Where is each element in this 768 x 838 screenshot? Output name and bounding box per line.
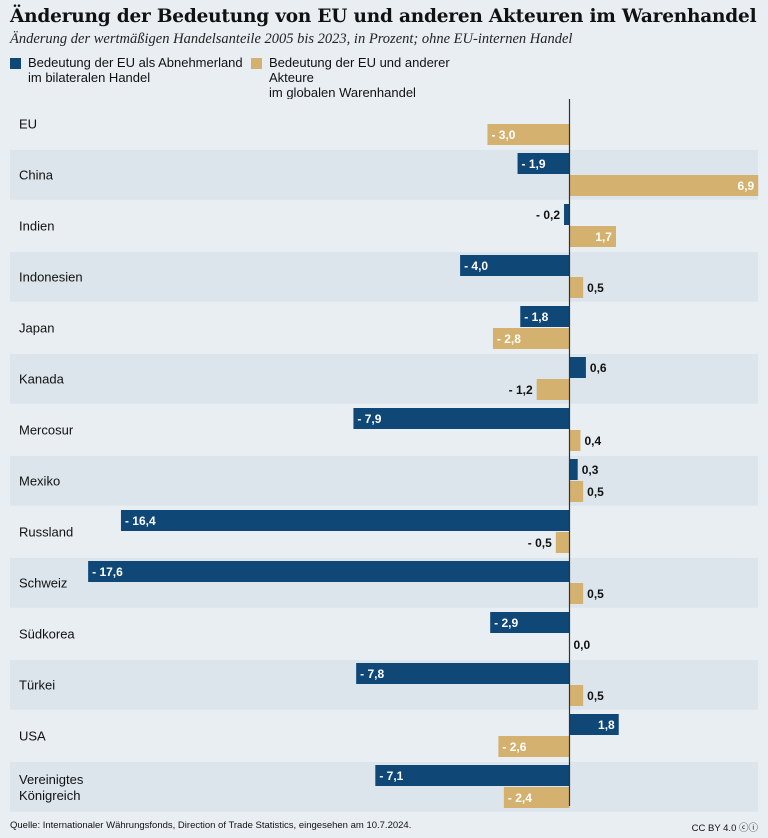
data-label-global-indien: 1,7 [595, 230, 612, 244]
legend-item-bilateral: Bedeutung der EU als Abnehmerland im bil… [10, 55, 250, 85]
row-band-indonesien [10, 252, 758, 302]
bar-bilateral-türkei [356, 663, 570, 684]
legend-label-global-line2: im globalen Warenhandel [269, 85, 416, 100]
legend-swatch-bilateral [10, 58, 21, 69]
row-band-indien [10, 201, 758, 251]
data-label-bilateral-mercosur: - 7,9 [357, 412, 381, 426]
bar-bilateral-indonesien [460, 255, 570, 276]
data-label-global-schweiz: 0,5 [587, 587, 604, 601]
data-label-bilateral-russland: - 16,4 [125, 514, 156, 528]
category-label-kanada: Kanada [19, 371, 65, 386]
data-label-global-russland: - 0,5 [528, 536, 552, 550]
bar-global-japan [492, 328, 570, 349]
bar-bilateral-japan [520, 306, 570, 327]
category-label-indonesien: Indonesien [19, 269, 83, 284]
data-label-bilateral-kanada: 0,6 [590, 361, 607, 375]
data-label-bilateral-mexiko: 0,3 [582, 463, 599, 477]
row-band-kanada [10, 354, 758, 404]
bar-bilateral-indien [564, 204, 570, 225]
bar-global-usa [498, 736, 570, 757]
row-band-eu [10, 99, 758, 149]
category-label-türkei: Türkei [19, 677, 55, 692]
bar-bilateral-schweiz [88, 561, 570, 582]
chart-title: Änderung der Bedeutung von EU und andere… [10, 6, 757, 27]
category-label-usa: USA [19, 728, 46, 743]
row-band-südkorea [10, 609, 758, 659]
license-note: CC BY 4.0 ⓒⓘ [691, 823, 758, 834]
legend-label-global: Bedeutung der EU und anderer Akteure im … [269, 55, 491, 100]
bar-bilateral-russland [120, 510, 570, 531]
bar-bilateral-südkorea [490, 612, 570, 633]
category-label-china: China [19, 167, 54, 182]
data-label-bilateral-china: - 1,9 [522, 157, 546, 171]
data-label-bilateral-vereinigtes-königreich: - 7,1 [379, 769, 403, 783]
legend-label-bilateral: Bedeutung der EU als Abnehmerland im bil… [28, 55, 250, 85]
legend-swatch-global [251, 58, 262, 69]
bar-global-russland [555, 532, 570, 553]
row-band-mexiko [10, 456, 758, 506]
bar-bilateral-usa [569, 714, 619, 735]
data-label-global-türkei: 0,5 [587, 689, 604, 703]
category-label-vereinigtes-königreich: Vereinigtes Königreich [19, 772, 84, 803]
data-label-global-china: 6,9 [738, 179, 755, 193]
category-label-südkorea: Südkorea [19, 626, 75, 641]
bar-global-indien [569, 226, 616, 247]
data-label-global-vereinigtes-königreich: - 2,4 [508, 791, 532, 805]
bar-bilateral-kanada [569, 357, 586, 378]
bar-bilateral-china [517, 153, 570, 174]
data-label-global-eu: - 3,0 [491, 128, 515, 142]
bar-global-türkei [569, 685, 584, 706]
data-label-bilateral-japan: - 1,8 [524, 310, 548, 324]
legend-label-bilateral-line2: im bilateralen Handel [28, 70, 151, 85]
category-label-indien: Indien [19, 218, 54, 233]
bar-global-vereinigtes-königreich [503, 787, 570, 808]
bar-bilateral-mercosur [353, 408, 570, 429]
legend-label-global-line1: Bedeutung der EU und anderer Akteure [269, 55, 450, 85]
bar-global-china [569, 175, 759, 196]
source-note: Quelle: Internationaler Währungsfonds, D… [10, 820, 412, 831]
data-label-global-südkorea: 0,0 [574, 638, 591, 652]
data-label-bilateral-türkei: - 7,8 [360, 667, 384, 681]
category-label-japan: Japan [19, 320, 54, 335]
data-label-global-indonesien: 0,5 [587, 281, 604, 295]
data-label-global-usa: - 2,6 [502, 740, 526, 754]
category-label-russland: Russland [19, 524, 73, 539]
data-label-global-mexiko: 0,5 [587, 485, 604, 499]
category-label-eu: EU [19, 116, 37, 131]
data-label-global-mercosur: 0,4 [584, 434, 601, 448]
data-label-bilateral-schweiz: - 17,6 [92, 565, 123, 579]
data-label-bilateral-südkorea: - 2,9 [494, 616, 518, 630]
category-label-schweiz: Schweiz [19, 575, 67, 590]
bar-bilateral-mexiko [569, 459, 578, 480]
legend-label-bilateral-line1: Bedeutung der EU als Abnehmerland [28, 55, 243, 70]
bar-global-kanada [536, 379, 570, 400]
data-label-bilateral-indonesien: - 4,0 [464, 259, 488, 273]
bar-global-indonesien [569, 277, 584, 298]
chart-subtitle: Änderung der wertmäßigen Handelsanteile … [10, 31, 573, 47]
data-label-global-japan: - 2,8 [497, 332, 521, 346]
bar-global-mercosur [569, 430, 581, 451]
row-band-japan [10, 303, 758, 353]
bar-global-mexiko [569, 481, 584, 502]
bar-bilateral-vereinigtes-königreich [375, 765, 570, 786]
data-label-global-kanada: - 1,2 [509, 383, 533, 397]
data-label-bilateral-indien: - 0,2 [536, 208, 560, 222]
bar-global-schweiz [569, 583, 584, 604]
category-label-mexiko: Mexiko [19, 473, 60, 488]
data-label-bilateral-usa: 1,8 [598, 718, 615, 732]
row-band-usa [10, 711, 758, 761]
legend-item-global: Bedeutung der EU und anderer Akteure im … [251, 55, 491, 100]
category-label-mercosur: Mercosur [19, 422, 74, 437]
bar-global-eu [487, 124, 570, 145]
